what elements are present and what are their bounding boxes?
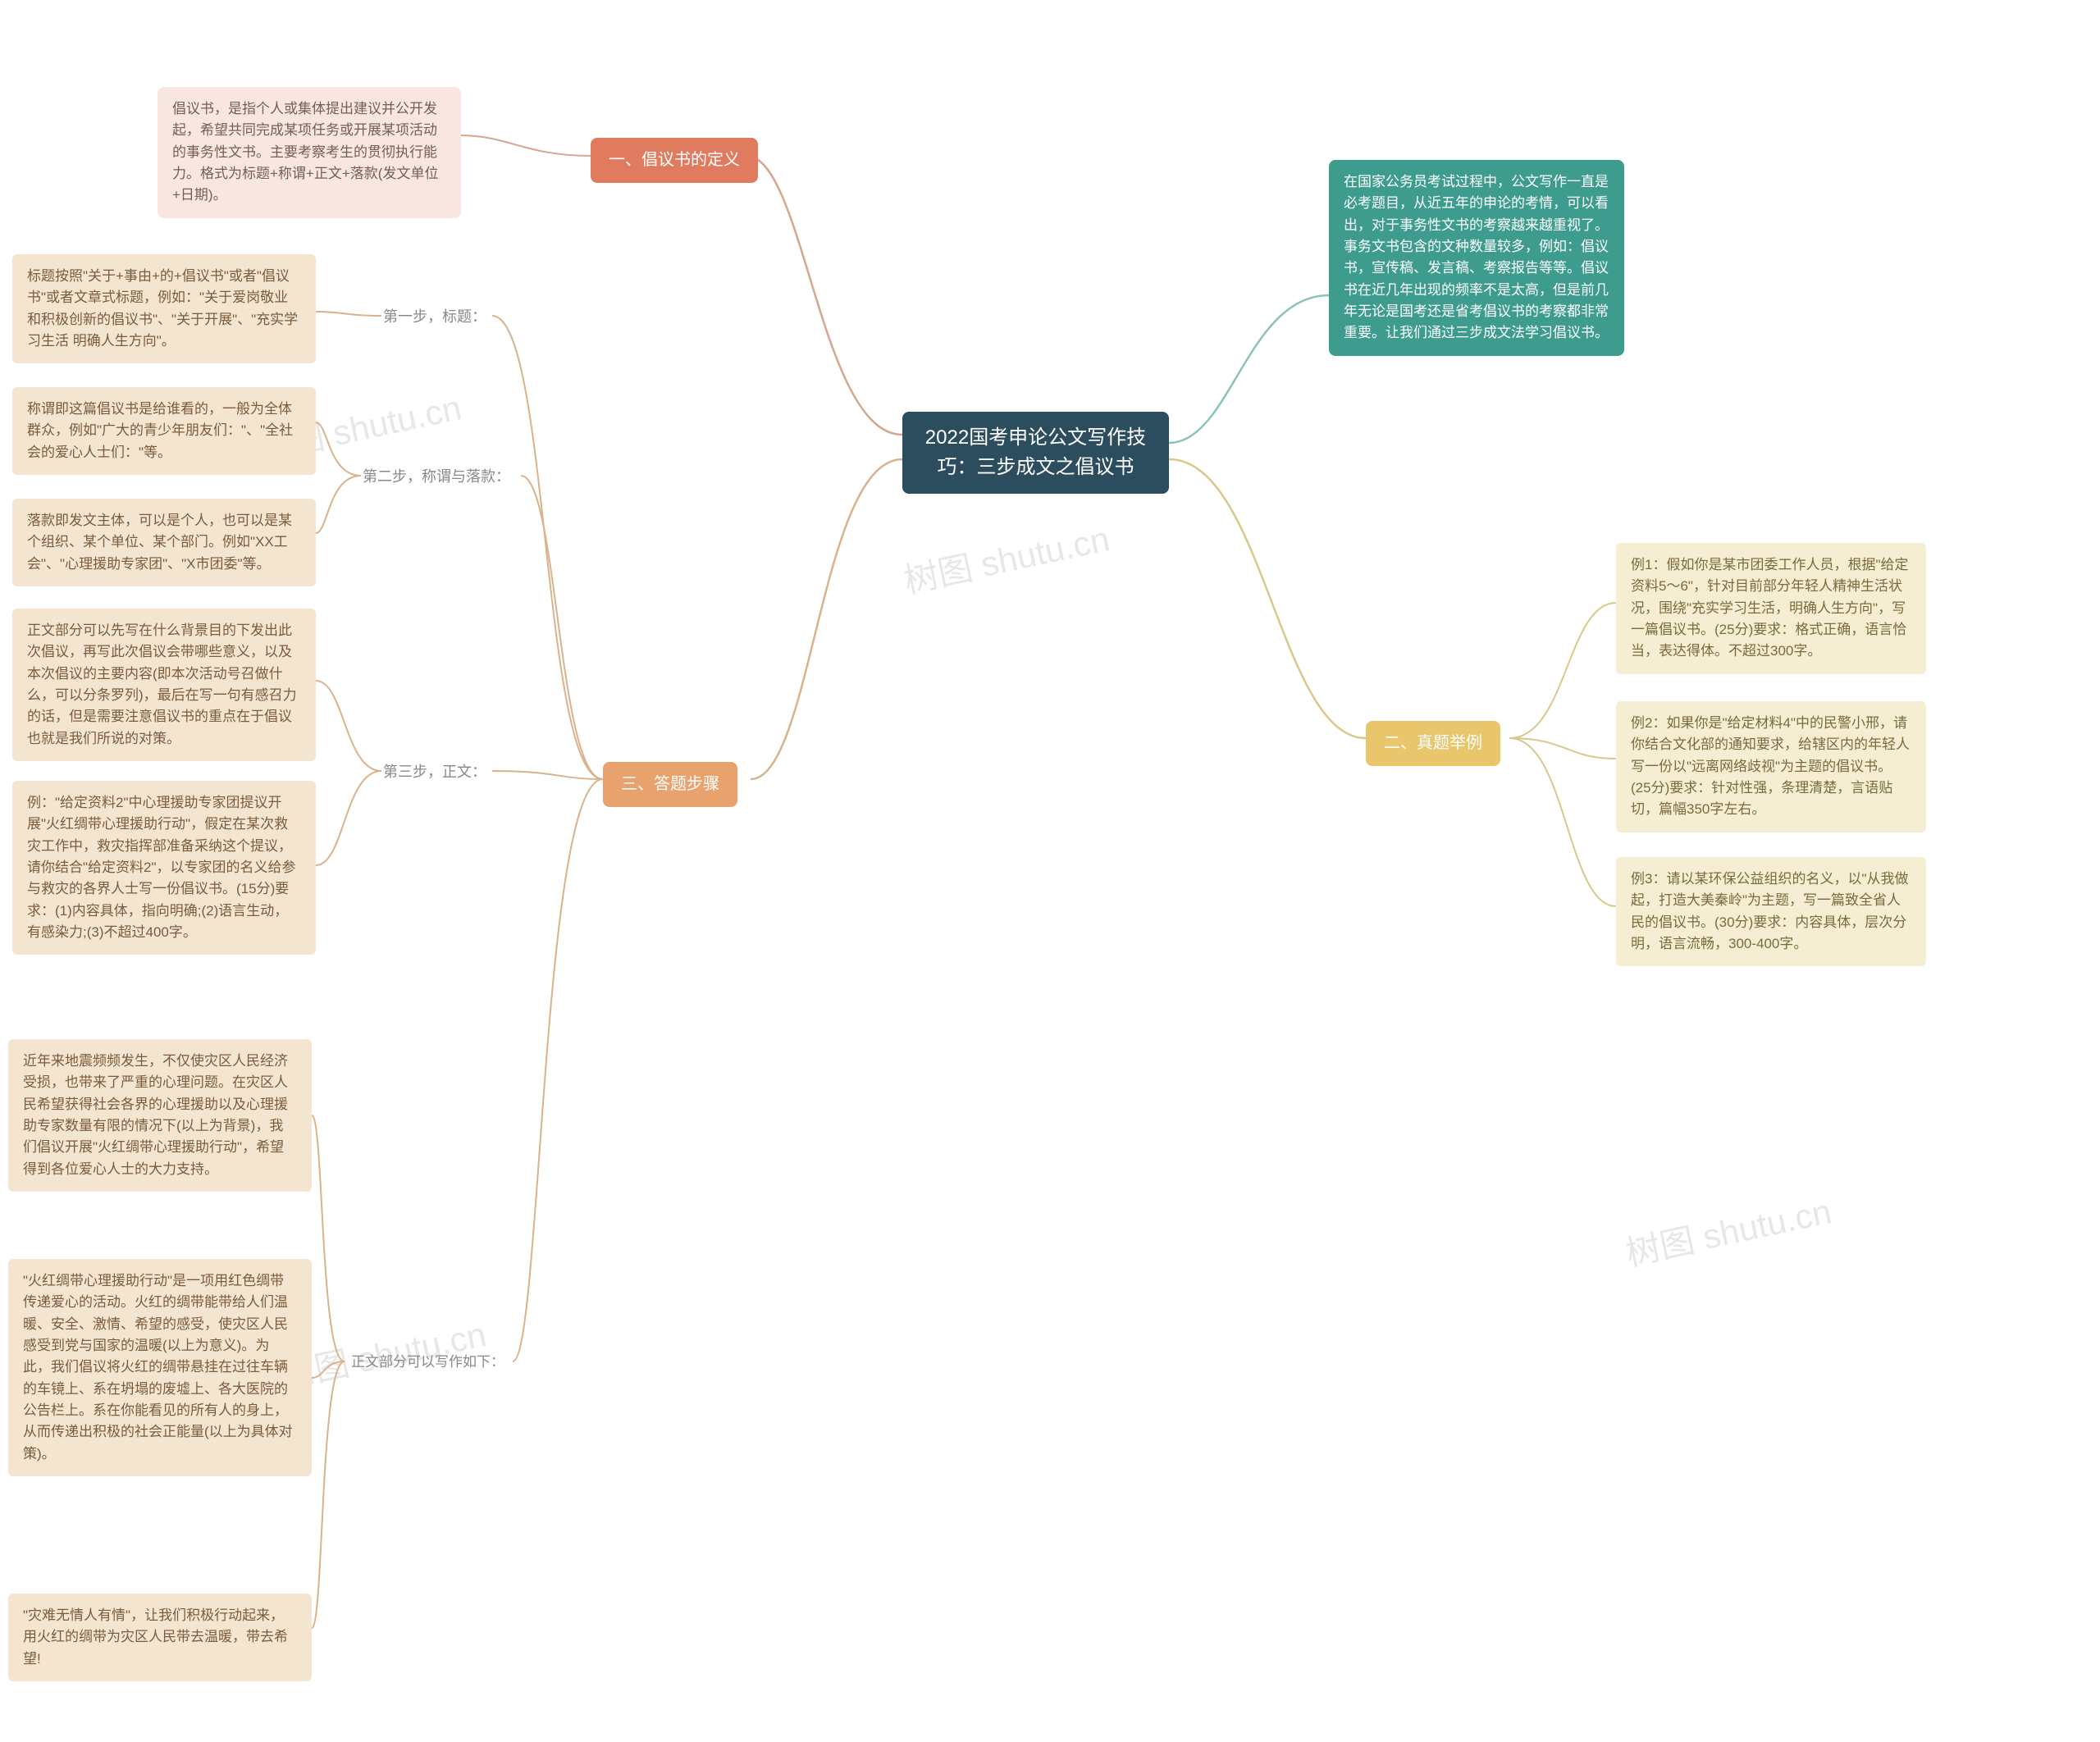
para-2: "火红绸带心理援助行动"是一项用红色绸带传递爱心的活动。火红的绸带能带给人们温暖…: [8, 1259, 312, 1476]
section-2-title: 二、真题举例: [1366, 721, 1500, 766]
step-2-body1: 称谓即这篇倡议书是给谁看的，一般为全体群众，例如"广大的青少年朋友们："、"全社…: [12, 387, 316, 475]
step-3-body1: 正文部分可以先写在什么背景目的下发出此次倡议，再写此次倡议会带哪些意义，以及本次…: [12, 609, 316, 761]
step-1-label: 第一步，标题：: [383, 306, 486, 329]
watermark: 树图 shutu.cn: [899, 512, 1114, 608]
step-2-body2: 落款即发文主体，可以是个人，也可以是某个组织、某个单位、某个部门。例如"XX工会…: [12, 499, 316, 586]
section-1-body: 倡议书，是指个人或集体提出建议并公开发起，希望共同完成某项任务或开展某项活动的事…: [158, 87, 461, 218]
step-3-body2: 例："给定资料2"中心理援助专家团提议开展"火红绸带心理援助行动"，假定在某次救…: [12, 781, 316, 955]
step-3-label: 第三步，正文：: [383, 761, 486, 784]
para-1: 近年来地震频频发生，不仅使灾区人民经济受损，也带来了严重的心理问题。在灾区人民希…: [8, 1039, 312, 1192]
watermark: 树图 shutu.cn: [1621, 1184, 1836, 1280]
step-1-body: 标题按照"关于+事由+的+倡议书"或者"倡议书"或者文章式标题，例如："关于爱岗…: [12, 254, 316, 363]
example-2: 例2：如果你是"给定材料4"中的民警小邢，请你结合文化部的通知要求，给辖区内的年…: [1616, 701, 1926, 832]
center-line1: 2022国考申论公文写作技: [925, 426, 1146, 449]
example-1: 例1：假如你是某市团委工作人员，根据"给定资料5～6"，针对目前部分年轻人精神生…: [1616, 543, 1926, 674]
center-title: 2022国考申论公文写作技 巧：三步成文之倡议书: [902, 412, 1169, 494]
section-1-title: 一、倡议书的定义: [591, 138, 758, 183]
step-2-label: 第二步，称谓与落款：: [363, 466, 510, 489]
intro-box: 在国家公务员考试过程中，公文写作一直是必考题目，从近五年的申论的考情，可以看出，…: [1329, 160, 1624, 356]
step-3-subtext: 正文部分可以写作如下：: [351, 1352, 504, 1373]
para-3: "灾难无情人有情"，让我们积极行动起来，用火红的绸带为灾区人民带去温暖，带去希望…: [8, 1594, 312, 1681]
center-line2: 巧：三步成文之倡议书: [938, 456, 1134, 478]
section-3-title: 三、答题步骤: [603, 762, 737, 807]
example-3: 例3：请以某环保公益组织的名义，以"从我做起，打造大美秦岭"为主题，写一篇致全省…: [1616, 857, 1926, 966]
